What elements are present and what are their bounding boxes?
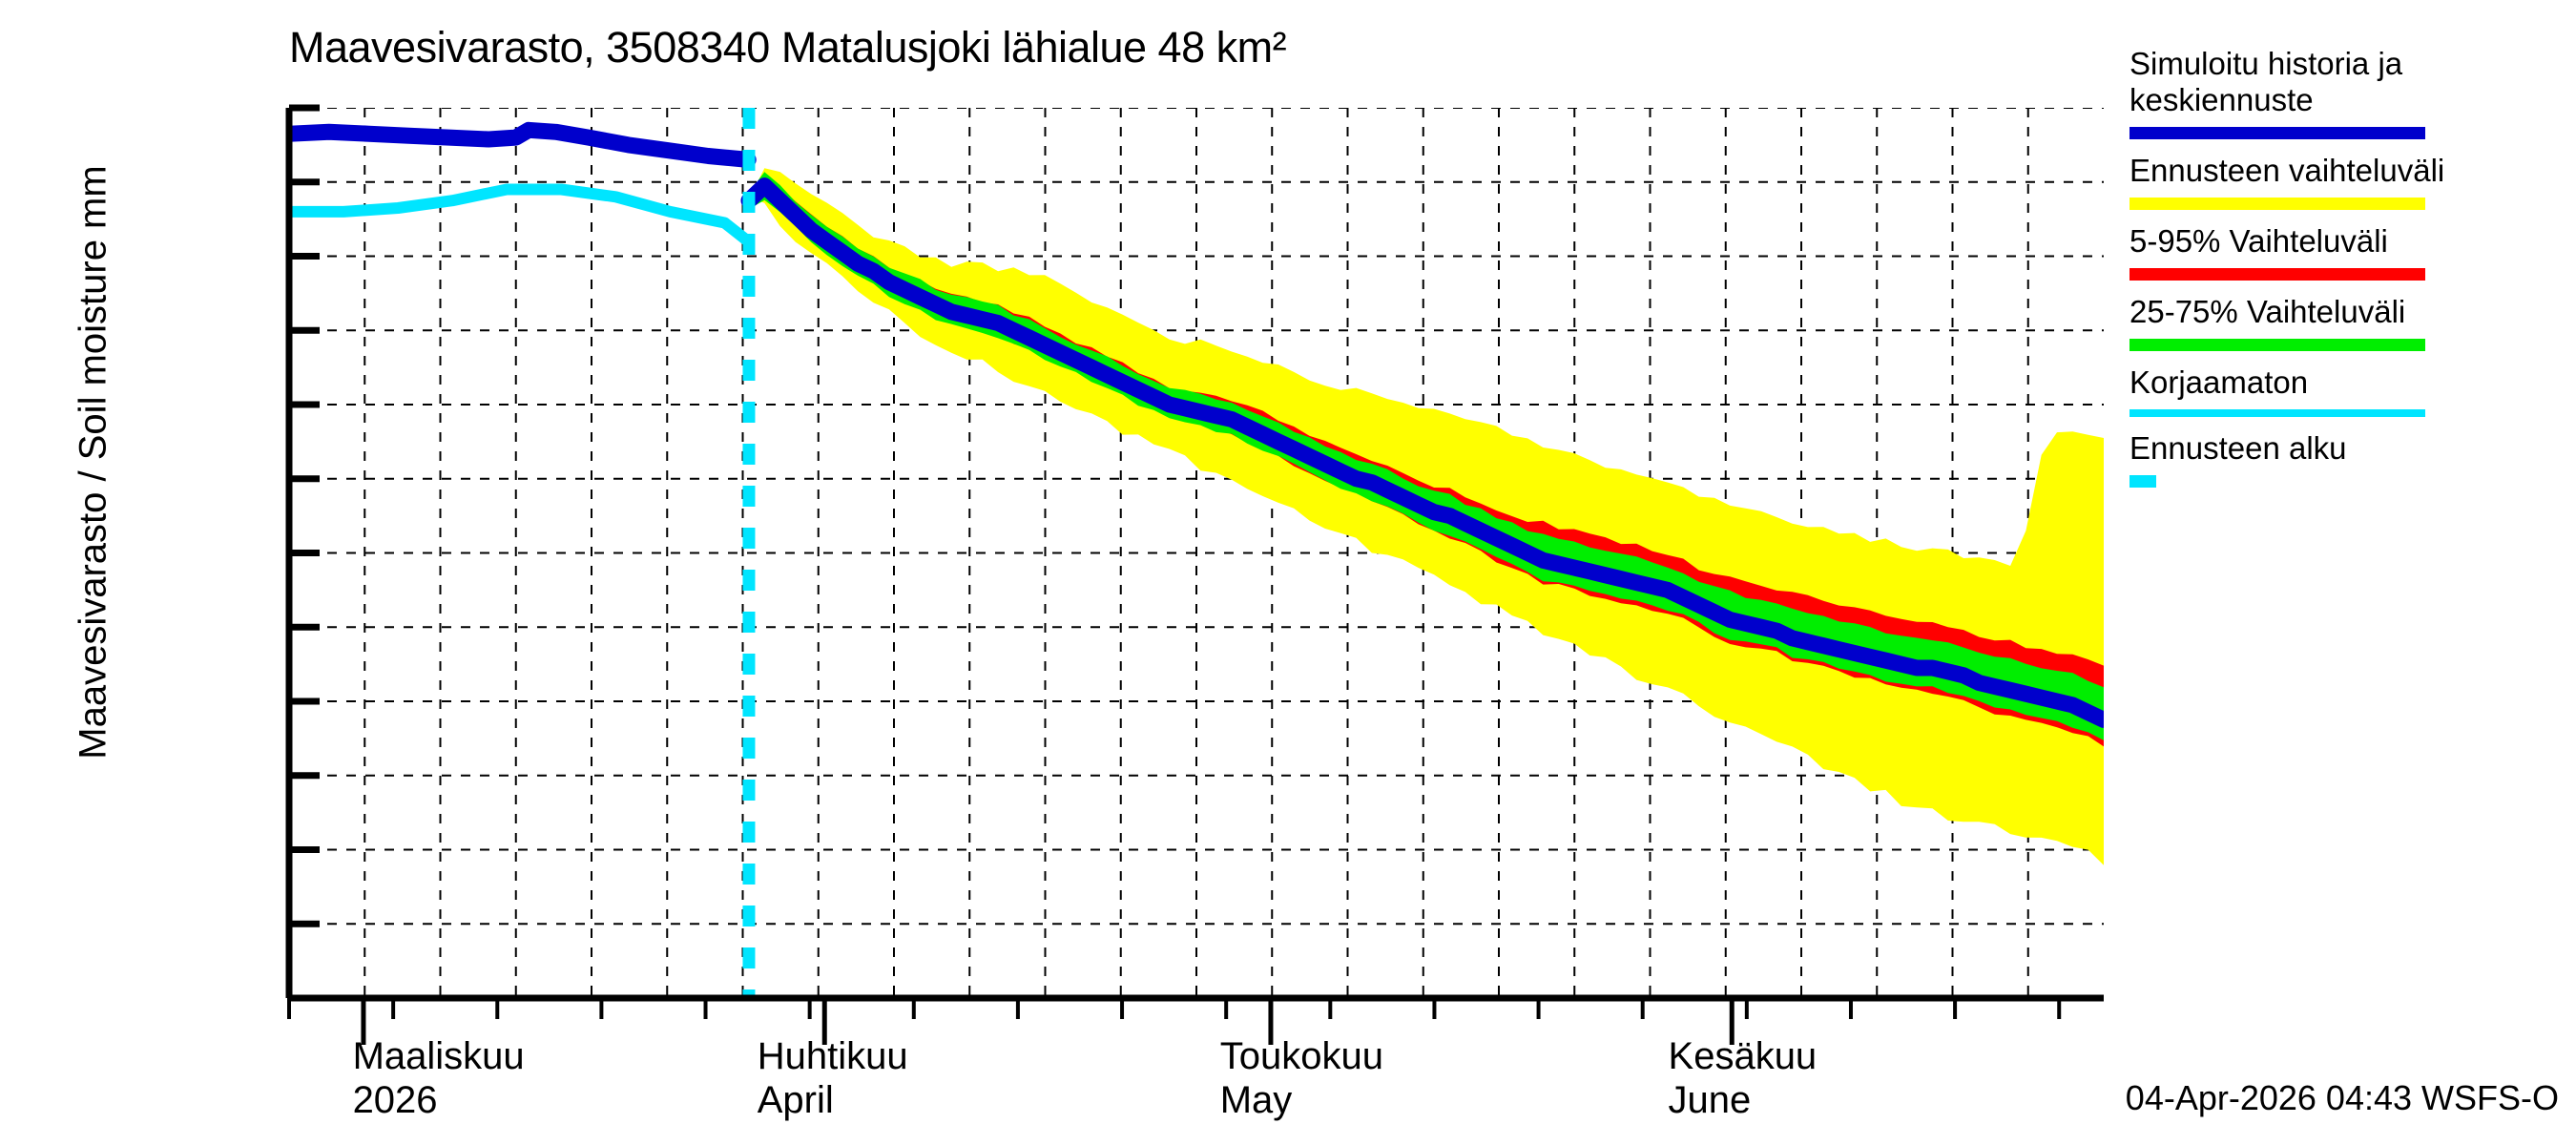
legend-item-swatch <box>2129 127 2425 139</box>
x-month-label: Maaliskuu 2026 <box>353 1034 525 1122</box>
page-title: Maavesivarasto, 3508340 Matalusjoki lähi… <box>289 23 1287 72</box>
x-month-label-fi: Huhtikuu <box>757 1035 908 1077</box>
legend-item: Simuloitu historia ja keskiennuste <box>2129 46 2576 139</box>
legend-item: 25-75% Vaihteluväli <box>2129 294 2576 351</box>
legend-item-label: Ennusteen vaihteluväli <box>2129 153 2445 188</box>
legend-item: Ennusteen vaihteluväli <box>2129 153 2576 210</box>
line-uncorrected <box>289 183 755 247</box>
line-simulated-history <box>289 121 757 168</box>
legend-item: Ennusteen alku <box>2129 430 2576 488</box>
chart-legend: Simuloitu historia ja keskiennuste Ennust… <box>2129 46 2576 501</box>
data-lines <box>289 121 2104 728</box>
x-month-label-fi: Maaliskuu <box>352 1035 525 1077</box>
legend-item-label: Korjaamaton <box>2129 364 2309 400</box>
legend-item-swatch <box>2129 475 2425 488</box>
x-month-label: Toukokuu May <box>1220 1034 1383 1122</box>
x-month-label: Kesäkuu June <box>1669 1034 1818 1122</box>
legend-item-swatch <box>2129 339 2425 351</box>
legend-item-swatch <box>2129 268 2425 281</box>
x-month-label-fi: Toukokuu <box>1219 1035 1383 1077</box>
x-month-label-en: May <box>1219 1079 1293 1121</box>
footer-timestamp: 04-Apr-2026 04:43 WSFS-O <box>2125 1078 2559 1117</box>
x-month-label-en: June <box>1668 1079 1752 1121</box>
x-month-label-en: 2026 <box>352 1079 438 1121</box>
legend-item-label: Simuloitu historia ja keskiennuste <box>2129 46 2403 117</box>
legend-item: Korjaamaton <box>2129 364 2576 417</box>
legend-item-label: 25-75% Vaihteluväli <box>2129 294 2406 329</box>
legend-item-swatch <box>2129 409 2425 417</box>
x-month-label-en: April <box>757 1079 834 1121</box>
x-month-label: Huhtikuu April <box>758 1034 908 1122</box>
legend-item-swatch <box>2129 198 2425 210</box>
y-axis-label: Maavesivarasto / Soil moisture mm <box>72 165 114 760</box>
plot-area <box>289 108 2104 998</box>
x-month-label-fi: Kesäkuu <box>1668 1035 1818 1077</box>
legend-item-label: Ennusteen alku <box>2129 430 2347 466</box>
axis-frame <box>285 104 2104 1045</box>
legend-item-label: 5-95% Vaihteluväli <box>2129 223 2388 259</box>
legend-item: 5-95% Vaihteluväli <box>2129 223 2576 281</box>
line-forecast-mean <box>740 177 2104 728</box>
